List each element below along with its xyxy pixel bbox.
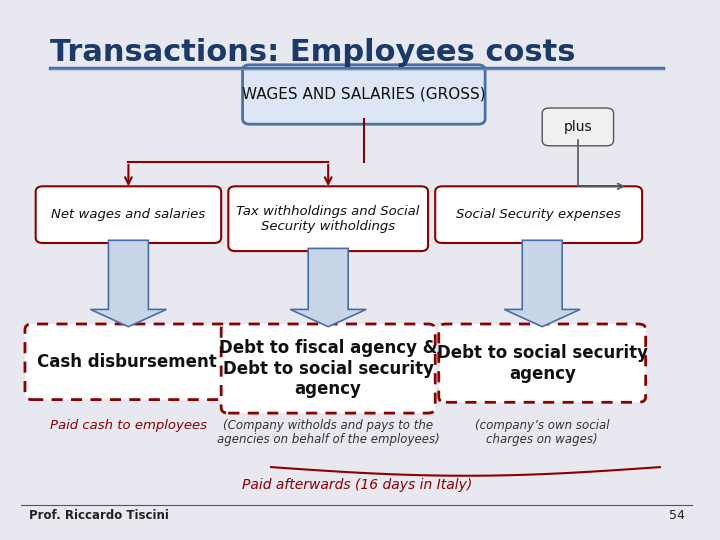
Polygon shape — [504, 240, 580, 327]
Text: Cash disbursement: Cash disbursement — [37, 353, 217, 371]
Text: (company’s own social
charges on wages): (company’s own social charges on wages) — [475, 418, 609, 447]
Text: Tax withholdings and Social
Security witholdings: Tax withholdings and Social Security wit… — [236, 205, 420, 233]
Text: (Company witholds and pays to the
agencies on behalf of the employees): (Company witholds and pays to the agenci… — [217, 418, 439, 447]
Text: Debt to social security
agency: Debt to social security agency — [437, 344, 648, 382]
FancyBboxPatch shape — [36, 186, 221, 243]
FancyBboxPatch shape — [228, 186, 428, 251]
Text: Transactions: Employees costs: Transactions: Employees costs — [50, 38, 575, 67]
Text: Social Security expenses: Social Security expenses — [456, 208, 621, 221]
FancyBboxPatch shape — [25, 324, 228, 400]
Text: Paid afterwards (16 days in Italy): Paid afterwards (16 days in Italy) — [242, 478, 472, 492]
Polygon shape — [91, 240, 166, 327]
Text: Net wages and salaries: Net wages and salaries — [51, 208, 205, 221]
Text: 54: 54 — [669, 509, 685, 522]
Text: plus: plus — [564, 120, 592, 134]
FancyBboxPatch shape — [243, 65, 485, 124]
Text: Prof. Riccardo Tiscini: Prof. Riccardo Tiscini — [29, 509, 168, 522]
FancyBboxPatch shape — [542, 108, 613, 146]
Text: Debt to fiscal agency &
Debt to social security
agency: Debt to fiscal agency & Debt to social s… — [219, 339, 437, 399]
Text: Paid cash to employees: Paid cash to employees — [50, 418, 207, 431]
Polygon shape — [290, 248, 366, 327]
FancyBboxPatch shape — [435, 186, 642, 243]
Text: WAGES AND SALARIES (GROSS): WAGES AND SALARIES (GROSS) — [242, 87, 486, 102]
FancyBboxPatch shape — [438, 324, 646, 402]
FancyBboxPatch shape — [221, 324, 435, 413]
